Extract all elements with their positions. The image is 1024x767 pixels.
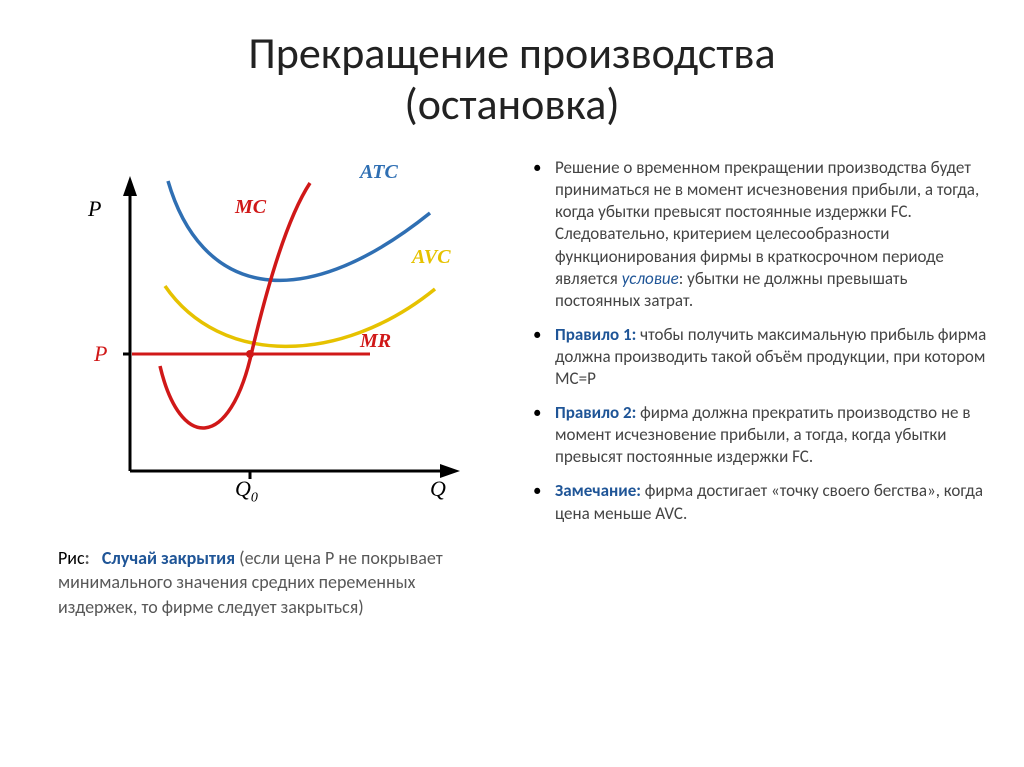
bullet-lead: Замечание: — [555, 480, 641, 501]
x-axis-label: Q — [430, 476, 446, 502]
right-column: Решение о временном прекращении производ… — [505, 139, 994, 619]
left-column: P P Q Q0 ATC AVC MC MR Рис: Случай закры… — [30, 139, 505, 619]
page-title: Прекращение производства (остановка) — [0, 0, 1024, 129]
chart-svg — [60, 151, 480, 511]
cost-curves-chart: P P Q Q0 ATC AVC MC MR — [60, 151, 480, 511]
list-item: Решение о временном прекращении производ… — [525, 157, 994, 312]
p-tick-label: P — [94, 341, 107, 367]
content-row: P P Q Q0 ATC AVC MC MR Рис: Случай закры… — [0, 129, 1024, 619]
mc-label: MC — [235, 196, 266, 219]
list-item: Правило 2: фирма должна прекратить произ… — [525, 402, 994, 468]
intersection-point — [246, 350, 254, 358]
avc-curve — [165, 286, 435, 346]
atc-label: ATC — [360, 161, 398, 184]
y-axis-label: P — [88, 196, 101, 222]
q0-label: Q0 — [235, 476, 258, 506]
bullet-lead: Правило 2: — [555, 402, 636, 423]
atc-curve — [168, 181, 430, 280]
list-item: Правило 1: чтобы получить максимальную п… — [525, 324, 994, 390]
mr-label: MR — [360, 330, 391, 353]
title-line-1: Прекращение производства — [248, 26, 775, 80]
title-line-2: (остановка) — [404, 77, 619, 131]
bullet-list: Решение о временном прекращении производ… — [525, 157, 994, 524]
list-item: Замечание: фирма достигает «точку своего… — [525, 480, 994, 524]
bullet-lead: Правило 1: — [555, 324, 636, 345]
caption-strong: Случай закрытия — [102, 547, 235, 569]
caption-colon: : — [85, 547, 90, 569]
avc-label: AVC — [412, 246, 451, 269]
figure-caption: Рис: Случай закрытия (если цена P не пок… — [30, 511, 470, 619]
bullet-italic: условие — [622, 268, 679, 289]
caption-prefix: Рис — [58, 547, 85, 569]
